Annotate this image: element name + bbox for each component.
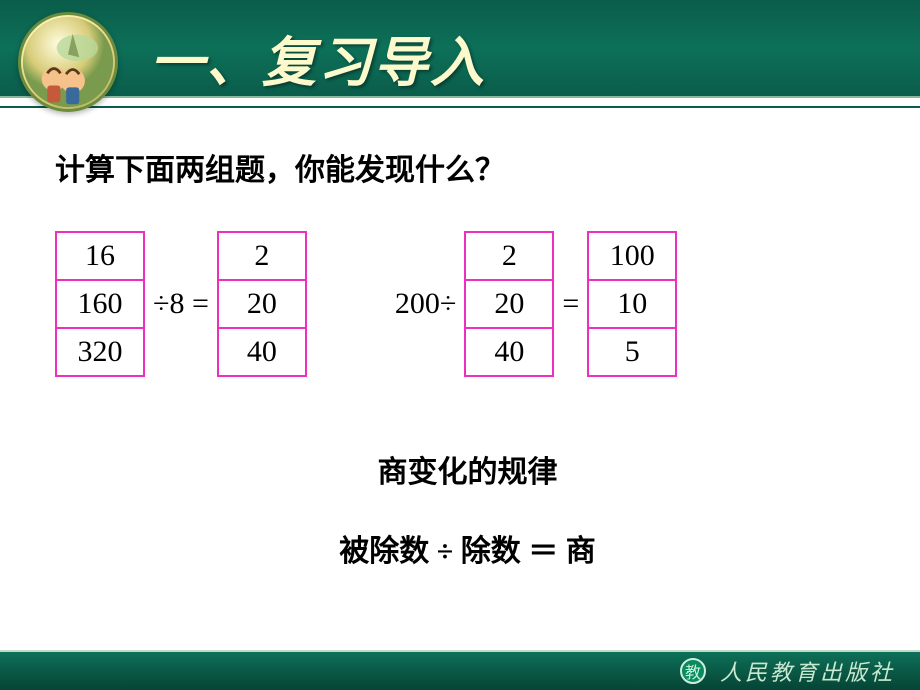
cell: 20 (464, 279, 554, 329)
rule-line-1: 商变化的规律 (55, 447, 880, 491)
cell: 160 (55, 279, 145, 329)
rule-line-2: 被除数 ÷ 除数 ＝ 商 (55, 526, 880, 570)
header-bar: 一、复习导入 (0, 0, 920, 100)
cell: 2 (464, 231, 554, 281)
eq2-equals: = (554, 287, 587, 321)
cell: 100 (587, 231, 677, 281)
eq2-divisors: 2 20 40 (464, 231, 554, 377)
publisher-name: 人民教育出版社 (720, 655, 895, 687)
footer-bar: 教 人民教育出版社 (0, 650, 920, 690)
page-title: 一、复习导入 (150, 18, 486, 97)
cell: 40 (464, 327, 554, 377)
publisher-logo-icon: 教 (680, 658, 706, 684)
rule-text: 商变化的规律 被除数 ÷ 除数 ＝ 商 (55, 447, 880, 570)
eq1-dividends: 16 160 320 (55, 231, 145, 377)
cell: 320 (55, 327, 145, 377)
logo-illustration (18, 12, 118, 112)
content-area: 计算下面两组题，你能发现什么？ 16 160 320 ÷8 = 2 20 40 … (0, 100, 920, 570)
cell: 40 (217, 327, 307, 377)
eq1-quotients: 2 20 40 (217, 231, 307, 377)
prompt-text: 计算下面两组题，你能发现什么？ (55, 145, 880, 189)
eq1-operator: ÷8 = (145, 287, 217, 321)
cell: 5 (587, 327, 677, 377)
cell: 2 (217, 231, 307, 281)
cell: 20 (217, 279, 307, 329)
equations-row: 16 160 320 ÷8 = 2 20 40 200÷ 2 20 40 = 1… (55, 231, 880, 377)
cell: 10 (587, 279, 677, 329)
cell: 16 (55, 231, 145, 281)
eq2-quotients: 100 10 5 (587, 231, 677, 377)
eq2-dividend: 200÷ (387, 287, 464, 321)
